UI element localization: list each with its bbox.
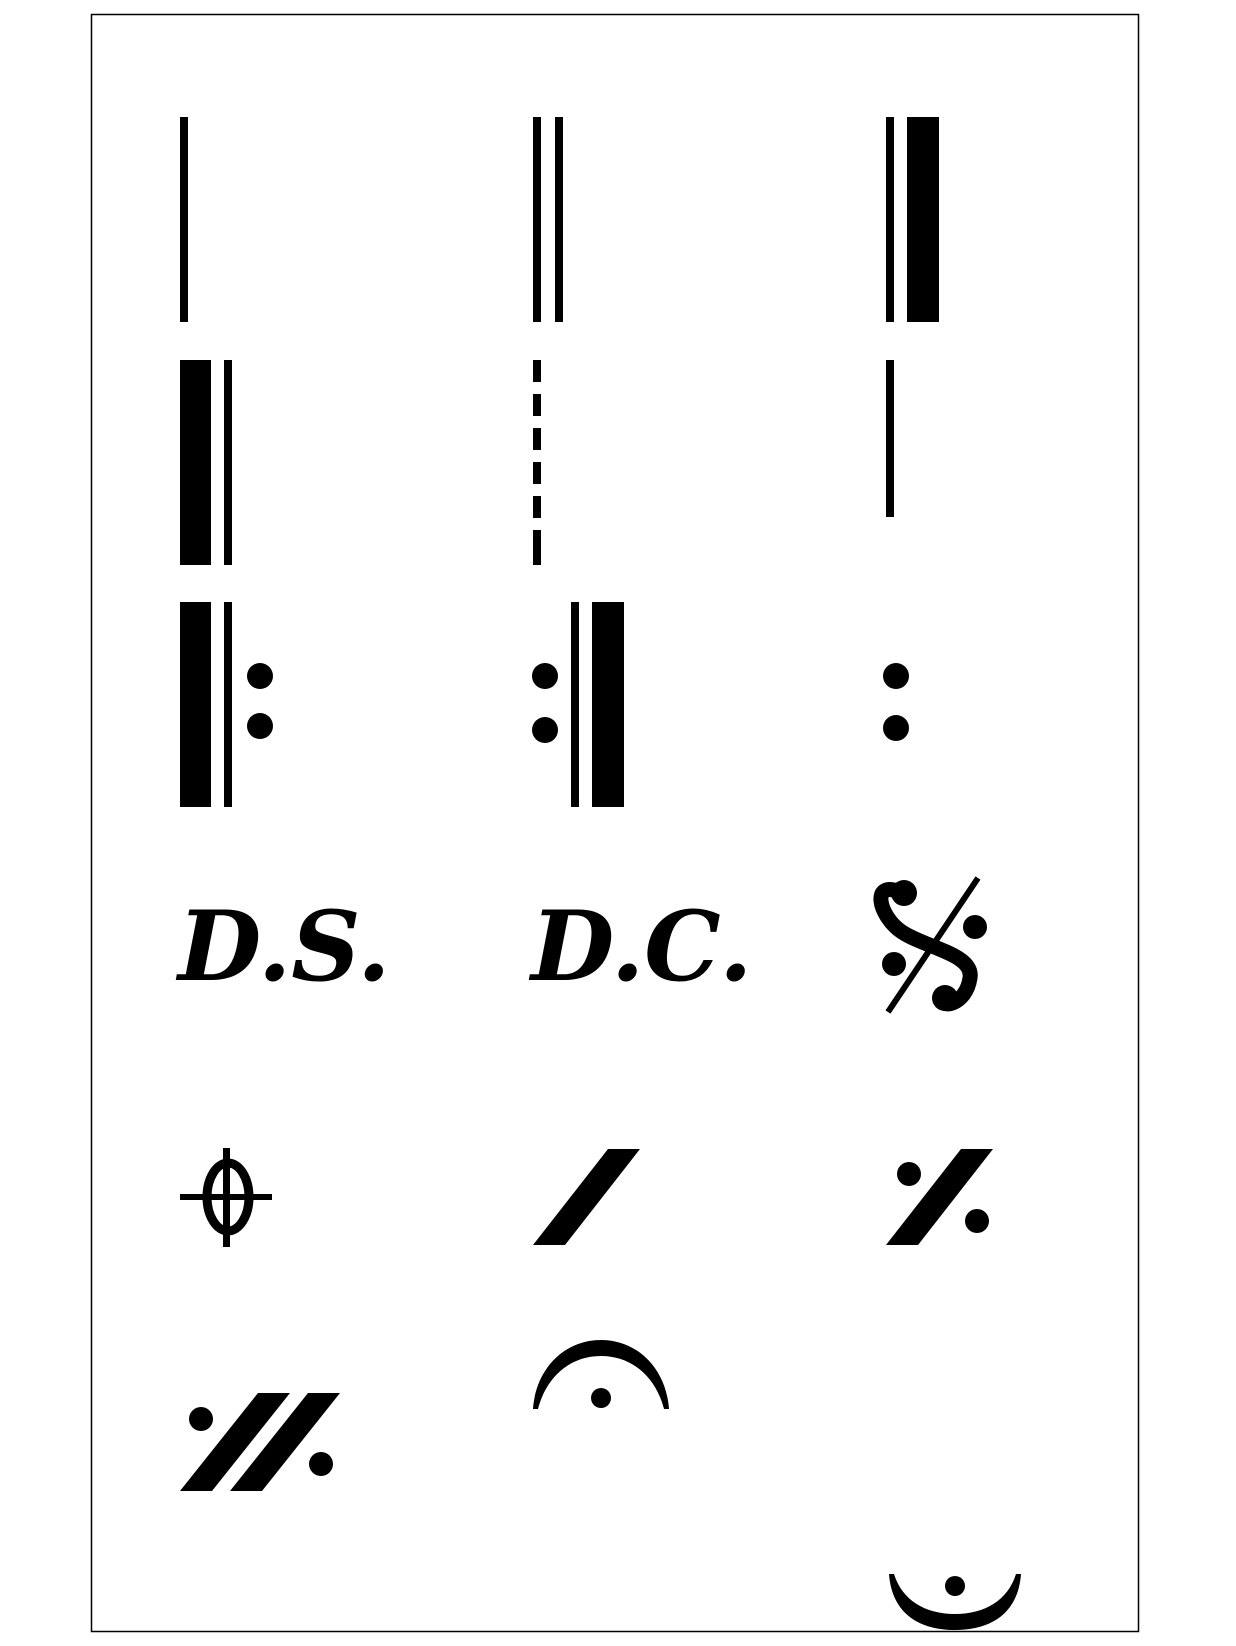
dashed-barline-icon xyxy=(533,360,541,565)
coda-icon xyxy=(180,1148,272,1247)
double-barline-icon xyxy=(533,117,563,322)
reverse-final-barline-icon xyxy=(180,360,232,565)
single-barline-icon xyxy=(180,117,188,322)
dal-segno-text: D.S. xyxy=(175,890,391,1003)
fermata-above-icon xyxy=(533,1340,669,1409)
measure-repeat-icon xyxy=(886,1149,993,1245)
repeat-dots-icon xyxy=(883,663,909,741)
da-capo-text: D.C. xyxy=(528,890,752,1003)
short-barline-icon xyxy=(886,360,894,517)
repeat-end-icon xyxy=(532,602,624,807)
two-measure-repeat-icon xyxy=(180,1393,340,1491)
repeat-start-icon xyxy=(180,602,273,807)
sheet-border xyxy=(90,13,1140,1633)
fermata-below-icon xyxy=(889,1574,1021,1630)
slash-icon xyxy=(533,1149,640,1245)
segno-icon xyxy=(873,876,987,1014)
final-barline-icon xyxy=(886,117,939,322)
